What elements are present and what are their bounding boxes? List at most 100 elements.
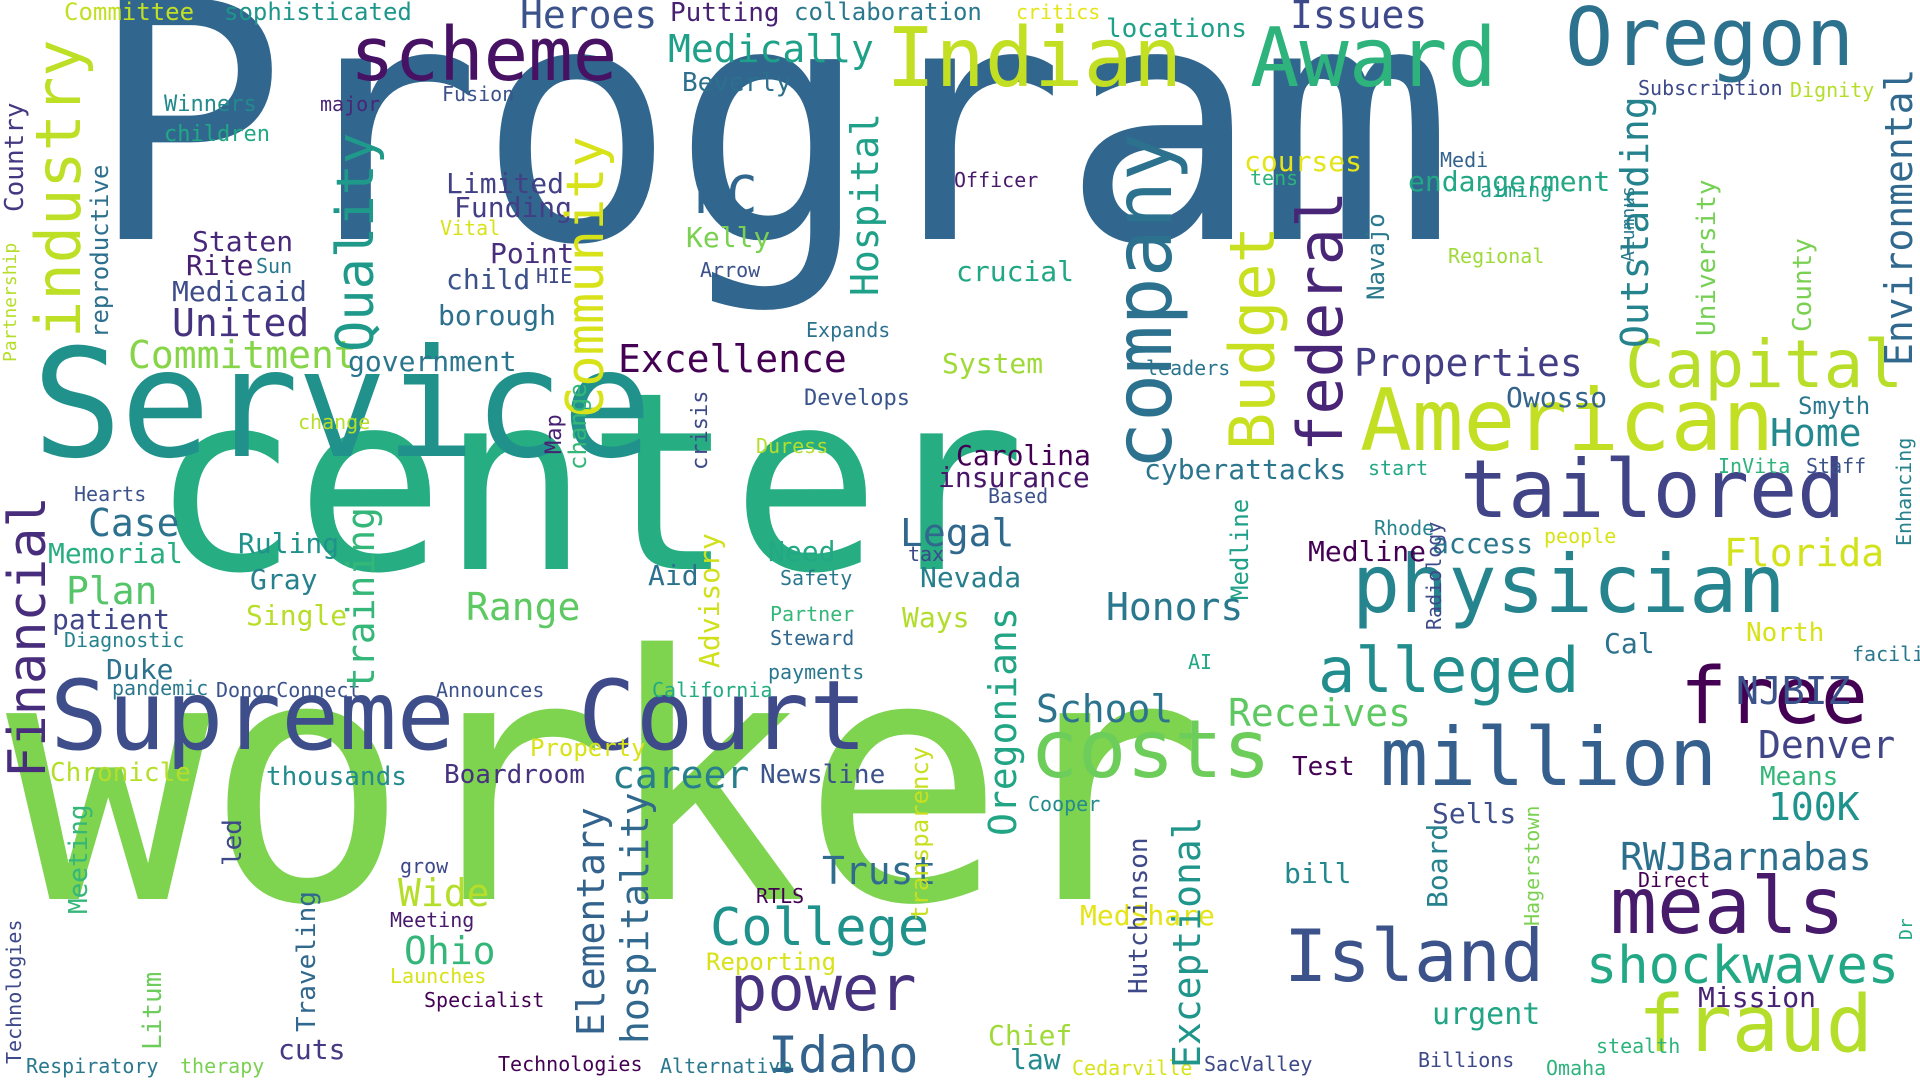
word-nc: NC [695, 166, 758, 226]
word-worker: worker [6, 584, 1204, 980]
word-announces: Announces [436, 678, 545, 702]
word-plan: Plan [66, 569, 158, 613]
word-environmental: Environmental [1877, 68, 1920, 366]
word-rtls: stealth [1596, 1034, 1681, 1058]
word-funding: Funding [454, 191, 573, 224]
word-law: law [1010, 1043, 1061, 1076]
word-staff: Staff [1806, 454, 1867, 478]
word-transparency: transparency [906, 746, 934, 920]
word-receives: Receives [1228, 691, 1412, 735]
word-launches: grow [400, 854, 449, 878]
word-issues: Issues [1290, 0, 1428, 37]
word-meals: meals [1610, 862, 1845, 952]
word-newsline: Means [1760, 762, 1839, 792]
word-billions: Alternative [660, 1054, 793, 1078]
word-chronicle: thousands [266, 762, 407, 792]
word-navajo: Medi [1440, 148, 1489, 172]
word-range: Range [466, 585, 581, 629]
word-country: Country [0, 102, 30, 212]
word-sells: Sells [1432, 797, 1517, 830]
word-carolina: Carolina [956, 439, 1091, 472]
word-enhancing: Enhancing [1892, 437, 1916, 546]
word-gray: Gray [250, 563, 318, 596]
word-power: power [730, 952, 917, 1025]
word-california: California [652, 678, 773, 702]
word-american: American [1360, 371, 1775, 471]
word-point: Point [490, 237, 575, 270]
word-inaugural: Vital [440, 216, 501, 240]
word-crisis: Map [542, 414, 567, 454]
word-scholarships: Dr [1896, 918, 1917, 940]
word-costs: costs [1030, 703, 1271, 796]
word-government: government [348, 345, 517, 378]
word-medi: aiming [1480, 178, 1553, 202]
word-medically: Medically [668, 27, 874, 71]
word-change: change [298, 410, 371, 434]
word-capital: Capital [1625, 326, 1904, 403]
word-100k: 100K [1768, 785, 1860, 829]
word-based: Based [988, 484, 1049, 508]
word-subscription: Alumnus [1618, 186, 1639, 262]
word-exceptional: Exceptional [1165, 816, 1209, 1068]
word-home: Home [1770, 411, 1862, 455]
word-sophisticated: sophisticated [224, 0, 412, 26]
word-alumnus: Dignity [1790, 78, 1875, 102]
word-patient: patient [52, 603, 171, 636]
word-shockwaves: shockwaves [1586, 936, 1900, 996]
word-assurance: Direct [1638, 868, 1711, 892]
word-leaders: Smyth [1798, 392, 1871, 420]
word-donorconnect: DonorConnect [216, 678, 361, 702]
word-sacvalley: Technologies [498, 1052, 643, 1076]
word-tax: tax [908, 542, 945, 566]
word-grow: Cooper [1028, 792, 1101, 816]
word-putting: Putting [670, 0, 780, 28]
word-hie: Arrow [700, 258, 761, 282]
word-fusion: Fusion [442, 82, 515, 106]
word-steward: Steward [770, 626, 855, 650]
word-urgent: urgent [1432, 997, 1541, 1032]
word-island: Island [1284, 914, 1545, 998]
word-staten: Staten [192, 225, 294, 258]
word-county: Expands [806, 318, 891, 342]
word-direct: RTLS [756, 884, 805, 908]
word-chief: Chief [988, 1019, 1073, 1052]
word-technologies: Technologies [2, 919, 26, 1065]
word-officer: courses [1244, 145, 1363, 178]
word-pandemic: pandemic [112, 676, 209, 700]
word-college: College [710, 898, 930, 958]
word-hagerstown: Hagerstown [1520, 805, 1544, 926]
word-north: Cal [1604, 627, 1655, 660]
word-cyberattacks: cyberattacks [1144, 453, 1347, 486]
word-rite: Rite [186, 249, 254, 282]
word-hearts: Hearts [74, 482, 147, 506]
word-regional: University [1692, 179, 1722, 336]
word-hospital: Hospital [843, 112, 887, 296]
word-diagnostic: Diagnostic [64, 628, 185, 652]
word-community: Community [556, 136, 616, 418]
word-federal: federal [1284, 190, 1357, 452]
word-medshare: Omaha [1546, 1056, 1607, 1080]
word-critics: critics [1016, 0, 1101, 24]
word-limited: Limited [446, 167, 565, 200]
word-major: major [320, 92, 381, 116]
word-industry: industry [22, 39, 95, 338]
word-physician: physician [1352, 538, 1786, 631]
word-dignity: Regional [1448, 244, 1545, 268]
word-alleged: alleged [1318, 634, 1580, 707]
word-committee: Committee [64, 0, 195, 26]
word-trust: Trust [822, 849, 937, 893]
word-cedarville: therapy [180, 1054, 265, 1078]
word-quality: Quality [326, 132, 386, 352]
word-advisory: Advisory [693, 533, 726, 668]
word-case: Case [88, 501, 180, 545]
word-invita: InVita [1718, 454, 1791, 478]
word-idaho: Idaho [768, 1026, 919, 1080]
word-winners: Winners [164, 92, 257, 117]
word-properties: Properties [1354, 341, 1583, 385]
word-denver: Denver [1758, 723, 1896, 767]
word-commitment: training [339, 506, 383, 690]
word-company: company [1097, 132, 1190, 470]
word-honors: Honors [1106, 585, 1244, 629]
word-hutchinson: Reporting [706, 948, 837, 976]
word-safety: Safety [780, 566, 853, 590]
